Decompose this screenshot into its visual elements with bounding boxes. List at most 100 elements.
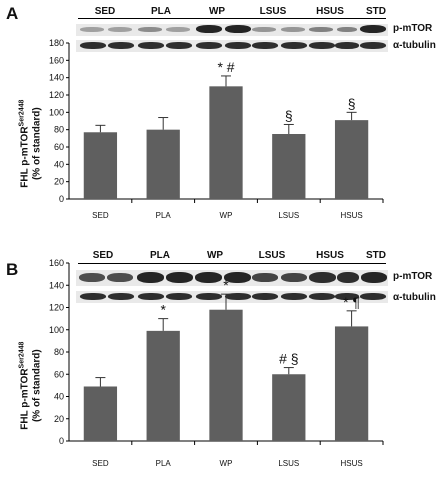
blot-band bbox=[337, 27, 357, 32]
y-tick-label: 20 bbox=[54, 414, 64, 424]
blot-band bbox=[309, 27, 333, 32]
chart-b: 0 20 40 60 80 100 120 140 160 SED * PLA * WP # § LSUS * … bbox=[49, 258, 384, 468]
significance-label: § bbox=[285, 107, 293, 123]
panel-letter: B bbox=[6, 260, 19, 279]
y-tick-label: 20 bbox=[54, 177, 64, 187]
y-tick-label: 140 bbox=[49, 73, 64, 83]
blot-lane-std: STD bbox=[366, 250, 386, 261]
blot-band bbox=[224, 272, 251, 283]
x-tick-label: WP bbox=[220, 211, 233, 220]
blot-band bbox=[166, 27, 190, 32]
bar bbox=[83, 132, 118, 199]
blot-lane-wp: WP bbox=[206, 250, 224, 261]
y-tick-label: 0 bbox=[59, 436, 64, 446]
blot-band bbox=[309, 42, 335, 49]
x-tick-label: SED bbox=[92, 211, 109, 220]
blot-band bbox=[195, 272, 222, 283]
blot-band bbox=[108, 293, 134, 300]
y-tick-label: 160 bbox=[49, 55, 64, 65]
significance-label: § bbox=[348, 95, 356, 111]
chart-a: 0 20 40 60 80 100 120 140 160 180 SED PLA * # WP § LSUS… bbox=[49, 38, 384, 220]
x-tick-label: SED bbox=[92, 459, 109, 468]
blot-band bbox=[138, 27, 162, 32]
blot-lane-wp: WP bbox=[208, 6, 226, 17]
y-tick-label: 60 bbox=[54, 369, 64, 379]
x-tick-label: PLA bbox=[156, 211, 172, 220]
bar bbox=[209, 86, 243, 199]
bar bbox=[334, 120, 369, 199]
panel-b: B SED PLA WP LSUS HSUS STD p-mTOR α-tubu… bbox=[0, 242, 447, 483]
y-tick-label: 100 bbox=[49, 325, 64, 335]
bar bbox=[272, 134, 306, 199]
blot-band bbox=[360, 25, 386, 33]
panel-letter: A bbox=[6, 4, 19, 23]
y-tick-label: 160 bbox=[49, 258, 64, 268]
blot-lane-lsus: LSUS bbox=[258, 250, 286, 261]
blot-header-line bbox=[78, 263, 386, 264]
bar bbox=[146, 330, 180, 441]
bar bbox=[209, 309, 243, 441]
x-tick-label: WP bbox=[220, 459, 233, 468]
blot-lane-sed: SED bbox=[92, 250, 114, 261]
significance-label: * ¶ bbox=[343, 294, 360, 310]
blot-lane-lsus: LSUS bbox=[259, 6, 287, 17]
y-tick-label: 180 bbox=[49, 38, 64, 48]
blot-header-line bbox=[78, 18, 386, 19]
blot-band bbox=[252, 42, 278, 49]
bar bbox=[272, 374, 306, 441]
blot-band bbox=[225, 293, 251, 300]
blot-band bbox=[138, 42, 164, 49]
blot-band bbox=[196, 293, 222, 300]
significance-label: * bbox=[160, 302, 166, 318]
blot-band bbox=[166, 293, 192, 300]
x-tick-label: LSUS bbox=[278, 459, 299, 468]
blot-band bbox=[360, 293, 386, 300]
blot-band bbox=[252, 273, 278, 282]
blot-band bbox=[337, 272, 359, 283]
band-label-pmtor: p-mTOR bbox=[393, 271, 433, 282]
blot-band bbox=[80, 42, 106, 49]
blot-band bbox=[79, 273, 105, 282]
y-tick-label: 40 bbox=[54, 159, 64, 169]
blot-band bbox=[335, 42, 359, 49]
y-tick-label: 0 bbox=[59, 194, 64, 204]
y-tick-label: 140 bbox=[49, 280, 64, 290]
blot-band bbox=[80, 27, 104, 32]
blot-band bbox=[361, 272, 387, 283]
blot-band bbox=[252, 27, 276, 32]
blot-band bbox=[225, 25, 251, 33]
blot-band bbox=[166, 272, 193, 283]
bar bbox=[334, 326, 369, 441]
bar bbox=[83, 386, 118, 441]
blot-lane-pla: PLA bbox=[150, 250, 170, 261]
blot-band bbox=[309, 293, 335, 300]
blot-band bbox=[281, 42, 307, 49]
blot-band bbox=[80, 293, 106, 300]
blot-band bbox=[108, 42, 134, 49]
band-label-tubulin: α-tubulin bbox=[393, 40, 436, 51]
blot-band bbox=[196, 25, 222, 33]
y-tick-label: 40 bbox=[54, 392, 64, 402]
y-tick-label: 80 bbox=[54, 125, 64, 135]
x-tick-label: PLA bbox=[156, 459, 172, 468]
blot-lane-std: STD bbox=[366, 6, 386, 17]
blot-band bbox=[281, 27, 305, 32]
y-tick-label: 120 bbox=[49, 303, 64, 313]
blot-lane-hsus: HSUS bbox=[316, 250, 344, 261]
x-tick-label: LSUS bbox=[278, 211, 299, 220]
blot-lane-sed: SED bbox=[94, 6, 116, 17]
band-label-tubulin: α-tubulin bbox=[393, 292, 436, 303]
blot-band bbox=[360, 42, 386, 49]
bar bbox=[146, 129, 180, 199]
blot-band bbox=[281, 293, 307, 300]
blot-band bbox=[108, 27, 132, 32]
blot-lane-pla: PLA bbox=[151, 6, 171, 17]
blot-band bbox=[166, 42, 192, 49]
y-tick-label: 100 bbox=[49, 107, 64, 117]
significance-label: * bbox=[223, 277, 229, 293]
blot-band bbox=[196, 42, 222, 49]
y-tick-label: 80 bbox=[54, 347, 64, 357]
blot-band bbox=[225, 42, 251, 49]
blot-band bbox=[137, 272, 164, 283]
significance-label: * # bbox=[217, 59, 234, 75]
